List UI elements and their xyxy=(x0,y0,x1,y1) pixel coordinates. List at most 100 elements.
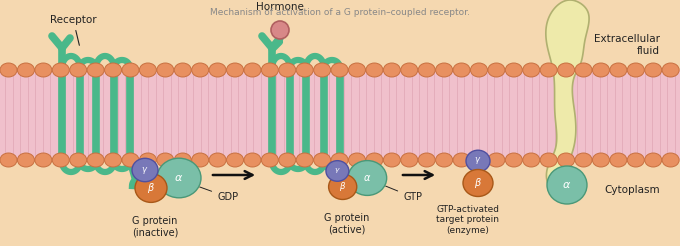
Ellipse shape xyxy=(18,153,35,167)
Polygon shape xyxy=(546,0,589,194)
Ellipse shape xyxy=(261,63,278,77)
Ellipse shape xyxy=(466,150,490,172)
Ellipse shape xyxy=(122,63,139,77)
Ellipse shape xyxy=(401,153,418,167)
Ellipse shape xyxy=(348,161,387,195)
Ellipse shape xyxy=(157,158,201,198)
Ellipse shape xyxy=(226,63,243,77)
Ellipse shape xyxy=(0,153,17,167)
Text: G protein
(active): G protein (active) xyxy=(324,213,370,235)
Ellipse shape xyxy=(547,166,587,204)
Ellipse shape xyxy=(174,153,191,167)
Ellipse shape xyxy=(135,174,167,202)
Ellipse shape xyxy=(122,153,139,167)
Ellipse shape xyxy=(488,63,505,77)
Text: G protein
(inactive): G protein (inactive) xyxy=(132,216,178,238)
Ellipse shape xyxy=(192,153,209,167)
Ellipse shape xyxy=(575,63,592,77)
Text: Extracellular
fluid: Extracellular fluid xyxy=(594,34,660,56)
Ellipse shape xyxy=(271,21,289,39)
Ellipse shape xyxy=(326,161,349,181)
Ellipse shape xyxy=(558,63,575,77)
Ellipse shape xyxy=(157,63,174,77)
Ellipse shape xyxy=(523,63,540,77)
Ellipse shape xyxy=(592,153,609,167)
Ellipse shape xyxy=(610,63,627,77)
Ellipse shape xyxy=(226,153,243,167)
Ellipse shape xyxy=(523,153,540,167)
Text: $\beta$: $\beta$ xyxy=(474,176,482,190)
Ellipse shape xyxy=(52,153,69,167)
Ellipse shape xyxy=(87,153,104,167)
Ellipse shape xyxy=(209,153,226,167)
Ellipse shape xyxy=(105,153,122,167)
Ellipse shape xyxy=(279,153,296,167)
Text: $\beta$: $\beta$ xyxy=(339,180,346,193)
Ellipse shape xyxy=(313,63,330,77)
Ellipse shape xyxy=(296,63,313,77)
Ellipse shape xyxy=(69,153,86,167)
Ellipse shape xyxy=(505,63,522,77)
Ellipse shape xyxy=(174,63,191,77)
Text: Mechanism of activation of a G protein–coupled receptor.: Mechanism of activation of a G protein–c… xyxy=(210,8,470,17)
Ellipse shape xyxy=(349,153,366,167)
Ellipse shape xyxy=(540,63,557,77)
Ellipse shape xyxy=(0,63,17,77)
Text: $\alpha$: $\alpha$ xyxy=(174,173,184,183)
Ellipse shape xyxy=(627,153,644,167)
Ellipse shape xyxy=(401,63,418,77)
Ellipse shape xyxy=(35,153,52,167)
Ellipse shape xyxy=(157,153,174,167)
Ellipse shape xyxy=(592,63,609,77)
Ellipse shape xyxy=(463,169,493,197)
Ellipse shape xyxy=(575,153,592,167)
Ellipse shape xyxy=(662,153,679,167)
Ellipse shape xyxy=(384,153,401,167)
Ellipse shape xyxy=(261,153,278,167)
Ellipse shape xyxy=(436,153,453,167)
Text: $\gamma$: $\gamma$ xyxy=(141,165,149,175)
Ellipse shape xyxy=(453,63,470,77)
Ellipse shape xyxy=(645,63,662,77)
Ellipse shape xyxy=(35,63,52,77)
Ellipse shape xyxy=(279,63,296,77)
Text: $\beta$: $\beta$ xyxy=(147,181,155,195)
Ellipse shape xyxy=(313,153,330,167)
Ellipse shape xyxy=(505,153,522,167)
Ellipse shape xyxy=(488,153,505,167)
Ellipse shape xyxy=(139,153,156,167)
Text: $\gamma$: $\gamma$ xyxy=(334,167,341,175)
Ellipse shape xyxy=(366,153,383,167)
Ellipse shape xyxy=(132,158,158,182)
Ellipse shape xyxy=(209,63,226,77)
Ellipse shape xyxy=(610,153,627,167)
Text: $\alpha$: $\alpha$ xyxy=(363,173,371,183)
Ellipse shape xyxy=(662,63,679,77)
Ellipse shape xyxy=(558,153,575,167)
Text: Cytoplasm: Cytoplasm xyxy=(605,185,660,195)
Ellipse shape xyxy=(328,174,357,200)
Ellipse shape xyxy=(69,63,86,77)
Bar xyxy=(0,70,680,160)
Ellipse shape xyxy=(18,63,35,77)
Ellipse shape xyxy=(418,153,435,167)
Ellipse shape xyxy=(627,63,644,77)
Text: Hormone: Hormone xyxy=(256,2,304,12)
Ellipse shape xyxy=(436,63,453,77)
Ellipse shape xyxy=(471,153,488,167)
Ellipse shape xyxy=(87,63,104,77)
Ellipse shape xyxy=(366,63,383,77)
Ellipse shape xyxy=(540,153,557,167)
Ellipse shape xyxy=(645,153,662,167)
Text: GTP-activated
target protein
(enzyme): GTP-activated target protein (enzyme) xyxy=(437,205,500,235)
Text: GTP: GTP xyxy=(386,186,422,202)
Ellipse shape xyxy=(453,153,470,167)
Ellipse shape xyxy=(331,63,348,77)
Ellipse shape xyxy=(384,63,401,77)
Ellipse shape xyxy=(192,63,209,77)
Ellipse shape xyxy=(105,63,122,77)
Ellipse shape xyxy=(244,63,261,77)
Ellipse shape xyxy=(471,63,488,77)
Ellipse shape xyxy=(244,153,261,167)
Ellipse shape xyxy=(139,63,156,77)
